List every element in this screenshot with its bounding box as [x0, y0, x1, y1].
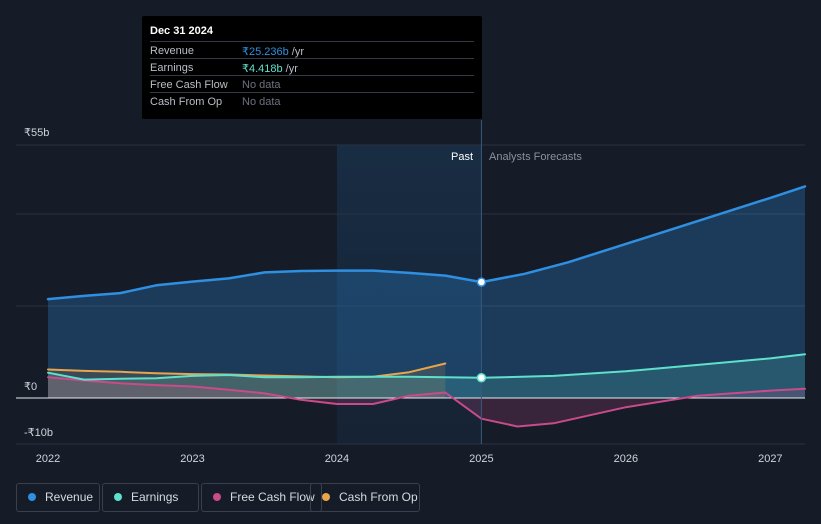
x-tick-label: 2024: [325, 453, 349, 465]
legend-item-cash-from-op[interactable]: Cash From Op: [310, 483, 420, 512]
x-axis-labels: 2022 2023 2024 2025 2026 2027: [36, 453, 783, 465]
y-axis-labels: ₹55b ₹0 -₹10b: [24, 127, 53, 439]
legend-label: Revenue: [45, 490, 94, 504]
legend-item-free-cash-flow[interactable]: Free Cash Flow: [201, 483, 322, 512]
line-earnings: [47, 353, 806, 381]
tooltip-label: Revenue: [150, 45, 195, 57]
x-tick-label: 2023: [180, 453, 204, 465]
legend-label: Earnings: [131, 490, 179, 504]
hover-markers: [476, 277, 487, 383]
tooltip-unit: /yr: [291, 46, 304, 58]
tooltip-unit: /yr: [285, 63, 298, 75]
tooltip-row-free-cash-flow: Free Cash Flow No data: [150, 75, 474, 93]
legend-label: Cash From Op: [339, 490, 418, 504]
area-revenue: [48, 186, 805, 398]
tooltip-value: No data: [242, 96, 281, 108]
line-free-cash-flow: [47, 376, 806, 428]
legend-item-revenue[interactable]: Revenue: [16, 483, 100, 512]
past-label: Past: [451, 151, 473, 163]
tooltip: Dec 31 2024 Revenue ₹25.236b/yr Earnings…: [142, 16, 482, 119]
marker-earnings: [476, 373, 487, 383]
x-tick-label: 2027: [758, 453, 782, 465]
y-tick-label: ₹55b: [24, 127, 49, 139]
tooltip-value: ₹25.236b/yr: [242, 45, 304, 58]
line-revenue: [46, 185, 807, 301]
legend-dot-icon: [213, 493, 221, 501]
legend-dot-icon: [28, 493, 36, 501]
tooltip-label: Earnings: [150, 62, 194, 74]
area-earnings: [48, 354, 805, 398]
tooltip-row-cash-from-op: Cash From Op No data: [150, 92, 474, 110]
tooltip-label: Free Cash Flow: [150, 79, 228, 91]
x-tick-label: 2026: [614, 453, 638, 465]
tooltip-date: Dec 31 2024: [150, 25, 213, 37]
legend-item-earnings[interactable]: Earnings: [102, 483, 199, 512]
tooltip-value-number: ₹25.236b: [242, 46, 289, 58]
area-cash-from-op: [48, 363, 446, 398]
x-tick-label: 2025: [469, 453, 493, 465]
legend-label: Free Cash Flow: [230, 490, 315, 504]
marker-revenue: [476, 277, 487, 287]
tooltip-value: ₹4.418b/yr: [242, 62, 298, 75]
tooltip-value-number: ₹4.418b: [242, 63, 283, 75]
tooltip-value: No data: [242, 79, 281, 91]
tooltip-label: Cash From Op: [150, 96, 223, 108]
forecast-label: Analysts Forecasts: [489, 151, 582, 163]
x-tick-label: 2022: [36, 453, 60, 465]
tooltip-row-revenue: Revenue ₹25.236b/yr: [150, 41, 474, 59]
y-tick-label: -₹10b: [24, 427, 53, 439]
tooltip-row-earnings: Earnings ₹4.418b/yr: [150, 58, 474, 76]
series-lines: [46, 185, 807, 428]
gridlines: [16, 144, 805, 445]
legend-dot-icon: [322, 493, 330, 501]
shaded-region-rect: [336, 145, 482, 444]
legend-dot-icon: [114, 493, 122, 501]
y-tick-label: ₹0: [24, 381, 37, 393]
past-shaded-region: [336, 145, 482, 444]
